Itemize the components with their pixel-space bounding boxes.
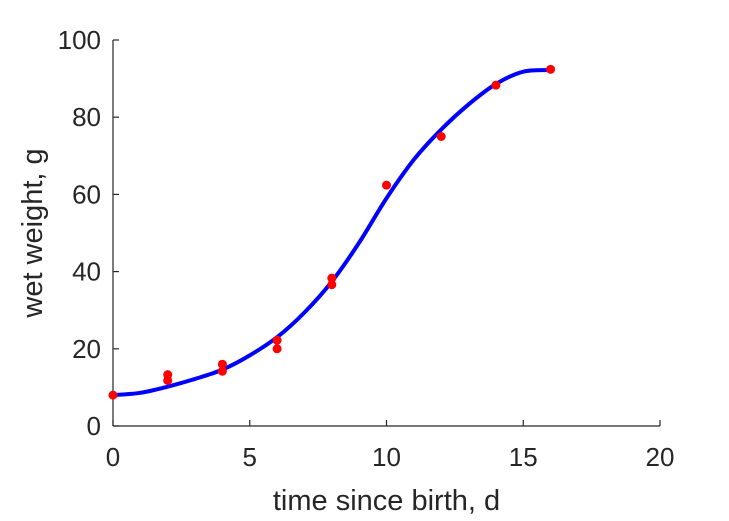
data-point [108,390,118,400]
x-tick-label: 5 [243,442,257,472]
data-point [163,375,173,385]
y-axis-ticks: 0 20 40 60 80 100 [58,25,119,441]
x-tick-label: 15 [509,442,538,472]
x-tick-label: 20 [646,442,675,472]
y-tick-label: 80 [72,102,101,132]
data-point [327,273,337,283]
y-tick-label: 0 [87,411,101,441]
y-tick-label: 100 [58,25,101,55]
x-axis-ticks: 0 5 10 15 20 [106,420,675,472]
y-tick-label: 20 [72,334,101,364]
data-point [217,366,227,376]
data-point [272,335,282,345]
data-point [327,280,337,290]
y-tick-label: 60 [72,179,101,209]
data-points [108,64,556,400]
y-axis-label: wet weight, g [17,148,49,318]
x-axis-label: time since birth, d [273,485,500,517]
data-point [436,132,446,141]
data-point [491,80,501,90]
x-tick-label: 10 [372,442,401,472]
x-tick-label: 0 [106,442,120,472]
data-point [382,180,391,190]
data-point [217,359,227,369]
y-tick-label: 40 [72,257,101,287]
data-point [546,64,556,74]
axes [112,40,660,427]
data-point [272,344,282,354]
fitted-curve-line [111,68,553,398]
